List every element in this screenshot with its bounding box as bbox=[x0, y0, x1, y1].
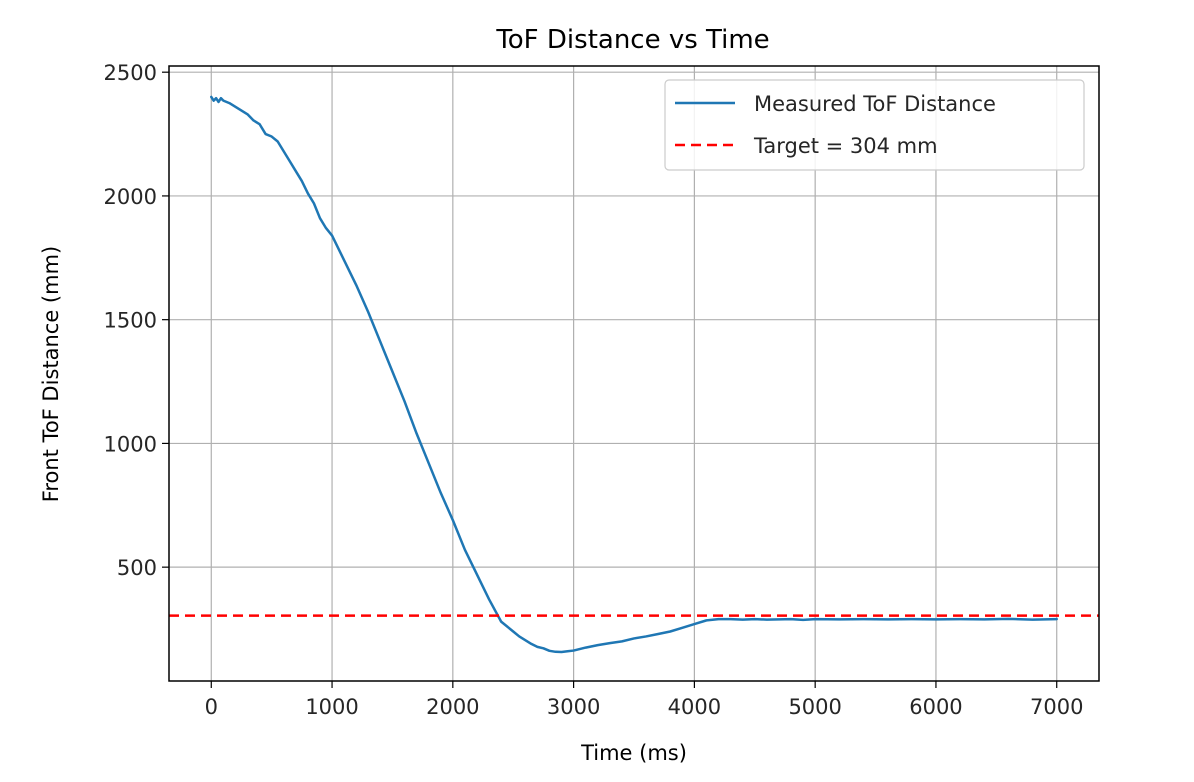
x-tick-label: 1000 bbox=[305, 695, 358, 719]
legend-label-measured: Measured ToF Distance bbox=[754, 92, 996, 116]
axes-ticks: 0 1000 2000 3000 4000 5000 6000 7000 500 1000 1500… bbox=[104, 61, 1084, 719]
x-tick-label: 2000 bbox=[426, 695, 479, 719]
legend-label-target: Target = 304 mm bbox=[753, 134, 938, 158]
x-axis-label: Time (ms) bbox=[580, 741, 687, 765]
y-tick-label: 2500 bbox=[104, 61, 157, 85]
plot-frame bbox=[168, 65, 1100, 682]
series-line-measured-tof-distance bbox=[210, 95, 1058, 654]
x-tick-label: 7000 bbox=[1030, 695, 1083, 719]
y-tick-label: 500 bbox=[117, 556, 157, 580]
plot-area bbox=[169, 95, 1099, 654]
legend: Measured ToF Distance Target = 304 mm bbox=[664, 79, 1085, 171]
x-tick-label: 4000 bbox=[668, 695, 721, 719]
x-tick-label: 5000 bbox=[788, 695, 841, 719]
x-tick-label: 3000 bbox=[547, 695, 600, 719]
y-tick-label: 2000 bbox=[104, 185, 157, 209]
y-axis-label: Front ToF Distance (mm) bbox=[39, 246, 63, 502]
chart-title: ToF Distance vs Time bbox=[495, 25, 769, 55]
x-tick-label: 0 bbox=[205, 695, 218, 719]
y-tick-label: 1000 bbox=[104, 432, 157, 456]
y-tick-label: 1500 bbox=[104, 309, 157, 333]
legend-box bbox=[664, 79, 1085, 171]
x-tick-label: 6000 bbox=[909, 695, 962, 719]
